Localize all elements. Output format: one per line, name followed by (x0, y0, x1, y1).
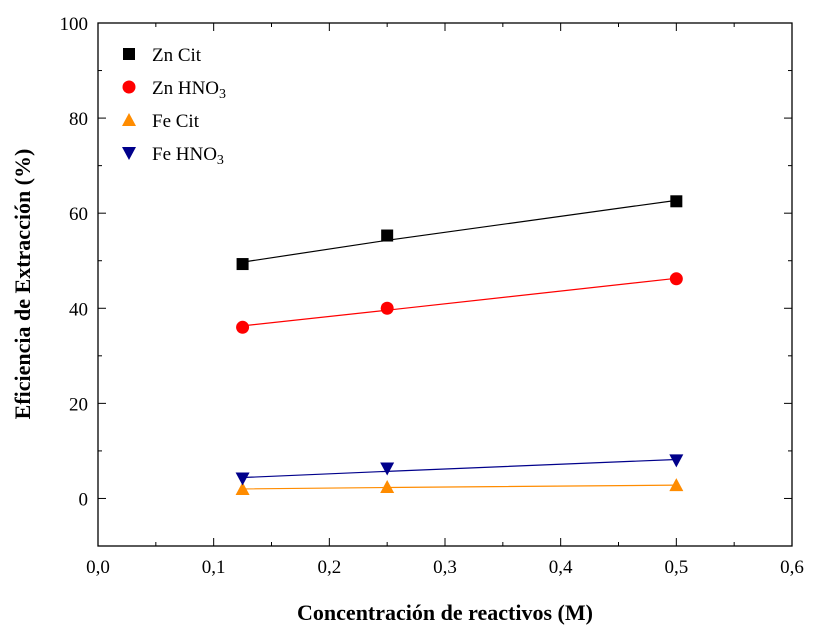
data-point (235, 472, 250, 486)
x-tick-label: 0,3 (433, 557, 457, 578)
legend-marker (122, 113, 136, 126)
data-point (670, 195, 683, 208)
y-tick-label: 60 (69, 204, 88, 225)
fit-line (242, 484, 677, 490)
x-tick-label: 0,4 (549, 557, 573, 578)
data-point (236, 258, 249, 271)
y-tick-label: 100 (60, 14, 89, 35)
data-point (380, 480, 395, 494)
data-point (380, 462, 395, 476)
legend-marker (123, 48, 135, 60)
data-point (381, 229, 394, 242)
data-point (235, 481, 250, 495)
y-tick-label: 40 (69, 299, 88, 320)
legend-label: Fe HNO3 (152, 144, 224, 168)
x-tick-label: 0,0 (86, 557, 110, 578)
data-point (669, 272, 683, 286)
legend-marker (122, 147, 136, 160)
y-tick-label: 20 (69, 394, 88, 415)
x-axis-title: Concentración de reactivos (M) (297, 600, 593, 625)
x-tick-label: 0,5 (664, 557, 688, 578)
x-tick-label: 0,2 (317, 557, 341, 578)
legend-label: Fe Cit (152, 111, 200, 132)
x-tick-label: 0,6 (780, 557, 804, 578)
legend-label: Zn HNO3 (152, 78, 226, 102)
data-point (669, 478, 684, 492)
data-point (669, 454, 684, 468)
fit-line (242, 458, 677, 479)
y-tick-label: 80 (69, 109, 88, 130)
fit-line (242, 199, 677, 263)
y-tick-label: 0 (79, 489, 89, 510)
legend-marker (122, 80, 136, 94)
legend: Zn Cit Zn HNO3 Fe Cit Fe HNO3 (122, 45, 226, 168)
plot-frame (97, 22, 793, 547)
data-point (236, 320, 250, 334)
x-tick-label: 0,1 (202, 557, 226, 578)
y-axis-title: Eficiencia de Extracción (%) (10, 149, 35, 420)
fit-line (242, 277, 677, 327)
data-point (380, 301, 394, 315)
legend-label: Zn Cit (152, 45, 202, 66)
